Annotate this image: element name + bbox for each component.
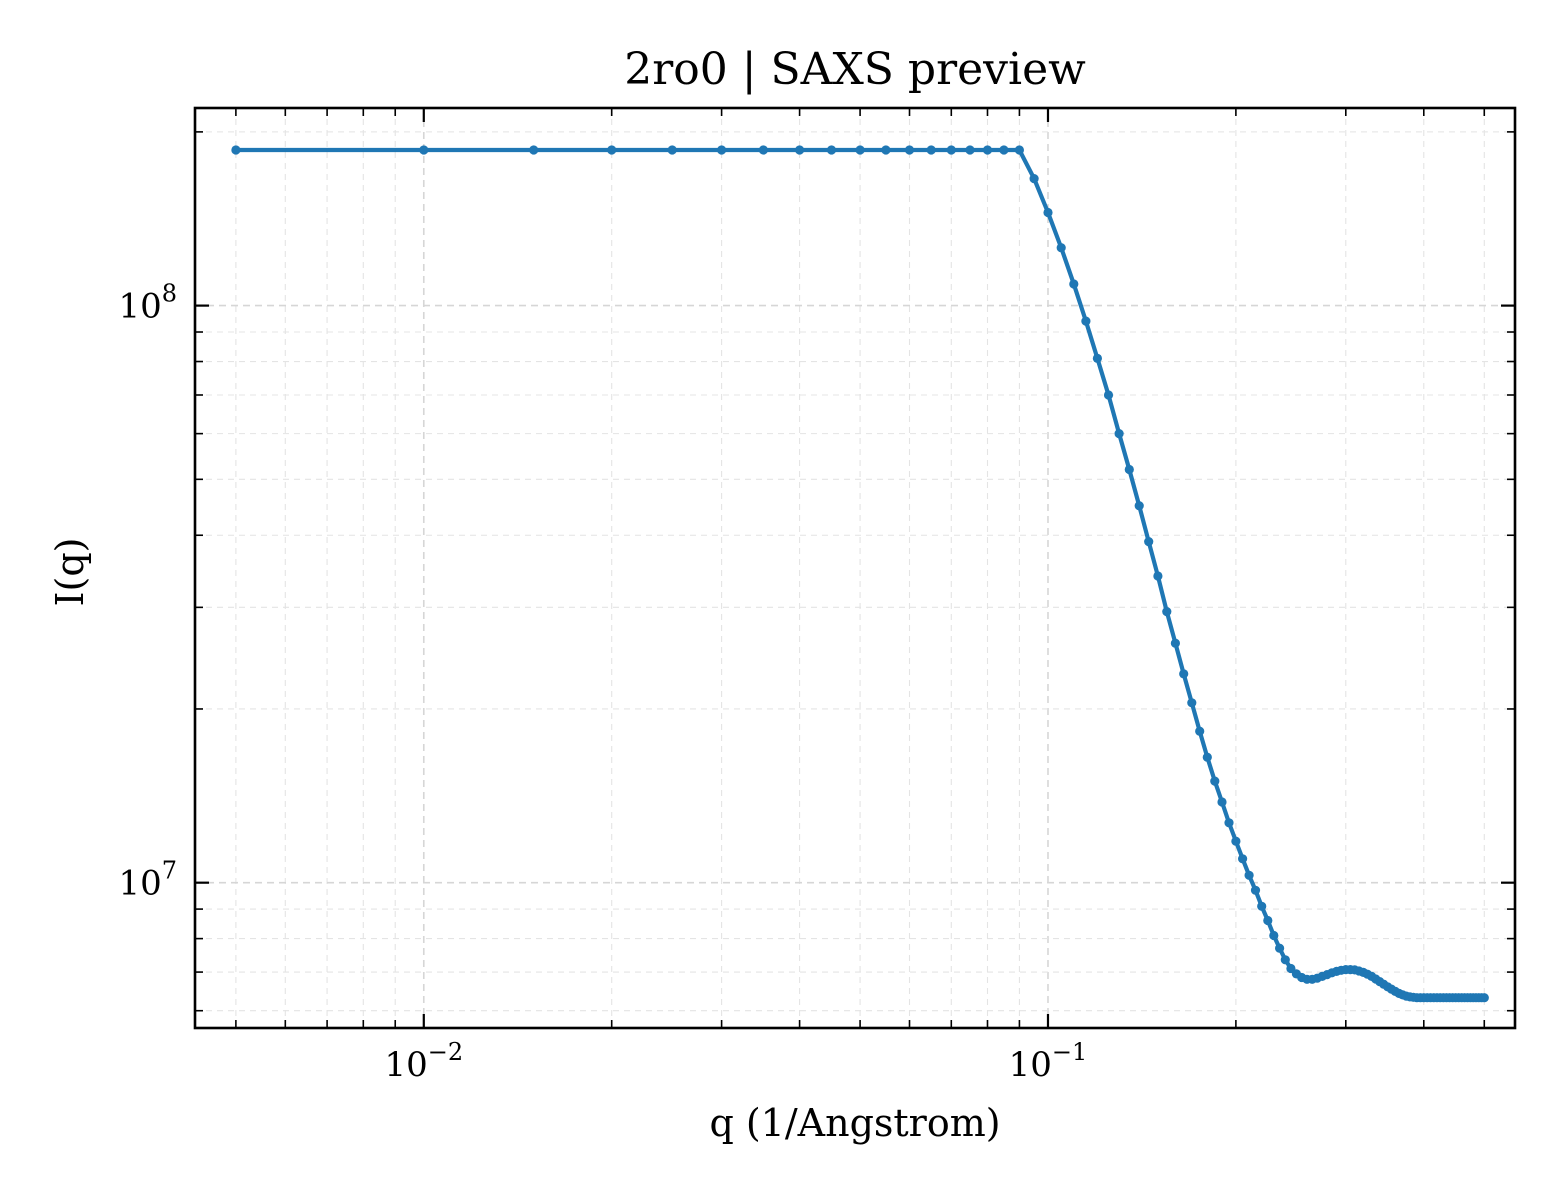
chart-title: 2ro0 | SAXS preview (624, 44, 1086, 95)
y-axis-label: I(q) (48, 538, 92, 607)
data-point (1056, 243, 1066, 253)
data-point (881, 145, 891, 155)
data-point (231, 145, 241, 155)
data-point (926, 145, 936, 155)
y-tick-label: 108 (118, 280, 177, 327)
data-point (1263, 915, 1273, 926)
data-point (1153, 571, 1163, 581)
data-point (1195, 726, 1205, 736)
data-point (1202, 752, 1212, 762)
data-point (1043, 207, 1053, 218)
data-point (1124, 464, 1134, 475)
data-point (1269, 930, 1279, 941)
x-tick-label: 10−2 (384, 1038, 463, 1085)
data-point (419, 145, 429, 155)
data-point (717, 145, 727, 155)
data-point (1479, 993, 1489, 1003)
data-point (667, 145, 677, 155)
data-point (758, 145, 769, 155)
data-point (946, 145, 956, 155)
data-point (1275, 943, 1285, 953)
data-point (1134, 501, 1144, 511)
data-point (1280, 955, 1290, 965)
data-point (1217, 797, 1227, 807)
data-point (1244, 870, 1254, 880)
axis-ticks: 10−2 10−1 107 108 (118, 108, 1515, 1085)
data-point (982, 145, 993, 155)
y-tick-label: 107 (118, 857, 177, 904)
data-point (1257, 901, 1267, 911)
plot-frame (193, 106, 1517, 1030)
x-axis-label: q (1/Angstrom) (709, 1101, 1000, 1145)
series-layer (231, 145, 1489, 1003)
data-point (904, 145, 915, 155)
data-point (965, 145, 975, 155)
data-point (1179, 669, 1189, 679)
data-point (1014, 145, 1024, 155)
data-point (1114, 429, 1124, 439)
data-point (1210, 776, 1220, 786)
data-point (1081, 316, 1091, 326)
data-point (1231, 836, 1241, 846)
data-point (1103, 390, 1114, 400)
x-tick-label: 10−1 (1009, 1038, 1088, 1085)
data-point (1069, 279, 1079, 289)
data-point (855, 145, 865, 155)
grid (195, 108, 1515, 1028)
data-point (1092, 353, 1102, 363)
data-point (795, 145, 805, 155)
data-point (999, 145, 1009, 155)
data-point (1224, 818, 1234, 828)
data-point (1250, 885, 1261, 895)
data-point (1238, 854, 1248, 864)
data-point (1187, 698, 1197, 708)
data-point (607, 145, 617, 155)
data-point (1029, 174, 1039, 184)
data-point (826, 145, 837, 155)
data-point (1144, 537, 1154, 547)
data-point (1170, 638, 1180, 648)
data-point (529, 145, 539, 155)
data-point (1162, 607, 1172, 617)
